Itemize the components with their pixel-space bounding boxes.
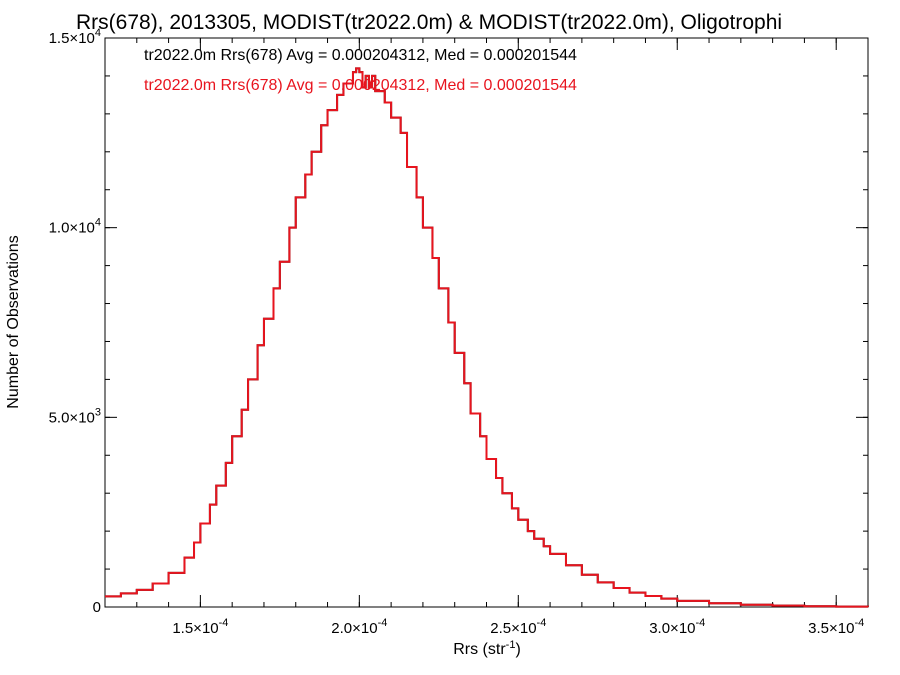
x-tick-label: 2.0×10-4 — [331, 617, 387, 637]
x-tick-label: 3.5×10-4 — [808, 617, 864, 637]
x-tick-label: 2.5×10-4 — [490, 617, 546, 637]
y-tick-label: 0 — [93, 599, 101, 616]
plot-frame — [104, 37, 869, 608]
y-tick-label: 5.0×103 — [49, 406, 101, 426]
histogram-line-red — [105, 67, 869, 608]
annotations: tr2022.0m Rrs(678) Avg = 0.000204312, Me… — [144, 47, 577, 94]
y-tick-label: 1.5×104 — [49, 27, 101, 47]
y-axis-label: Number of Observations — [5, 235, 22, 408]
series-layer — [105, 67, 869, 608]
chart-title: Rrs(678), 2013305, MODIST(tr2022.0m) & M… — [76, 11, 782, 34]
y-tick-label: 1.0×104 — [49, 217, 101, 237]
stats-annotation: tr2022.0m Rrs(678) Avg = 0.000204312, Me… — [144, 77, 577, 94]
x-tick-label: 1.5×10-4 — [172, 617, 228, 637]
histogram-line-black — [105, 67, 869, 608]
stats-annotation: tr2022.0m Rrs(678) Avg = 0.000204312, Me… — [144, 47, 577, 64]
y-axis: 0 5.0×103 1.0×104 1.5×104 — [49, 27, 868, 616]
x-axis-label: Rrs (str-1) — [453, 639, 521, 658]
x-tick-label: 3.0×10-4 — [649, 617, 705, 637]
x-axis: 1.5×10-4 2.0×10-4 2.5×10-4 3.0×10-4 3.5×10-4 — [104, 38, 869, 637]
